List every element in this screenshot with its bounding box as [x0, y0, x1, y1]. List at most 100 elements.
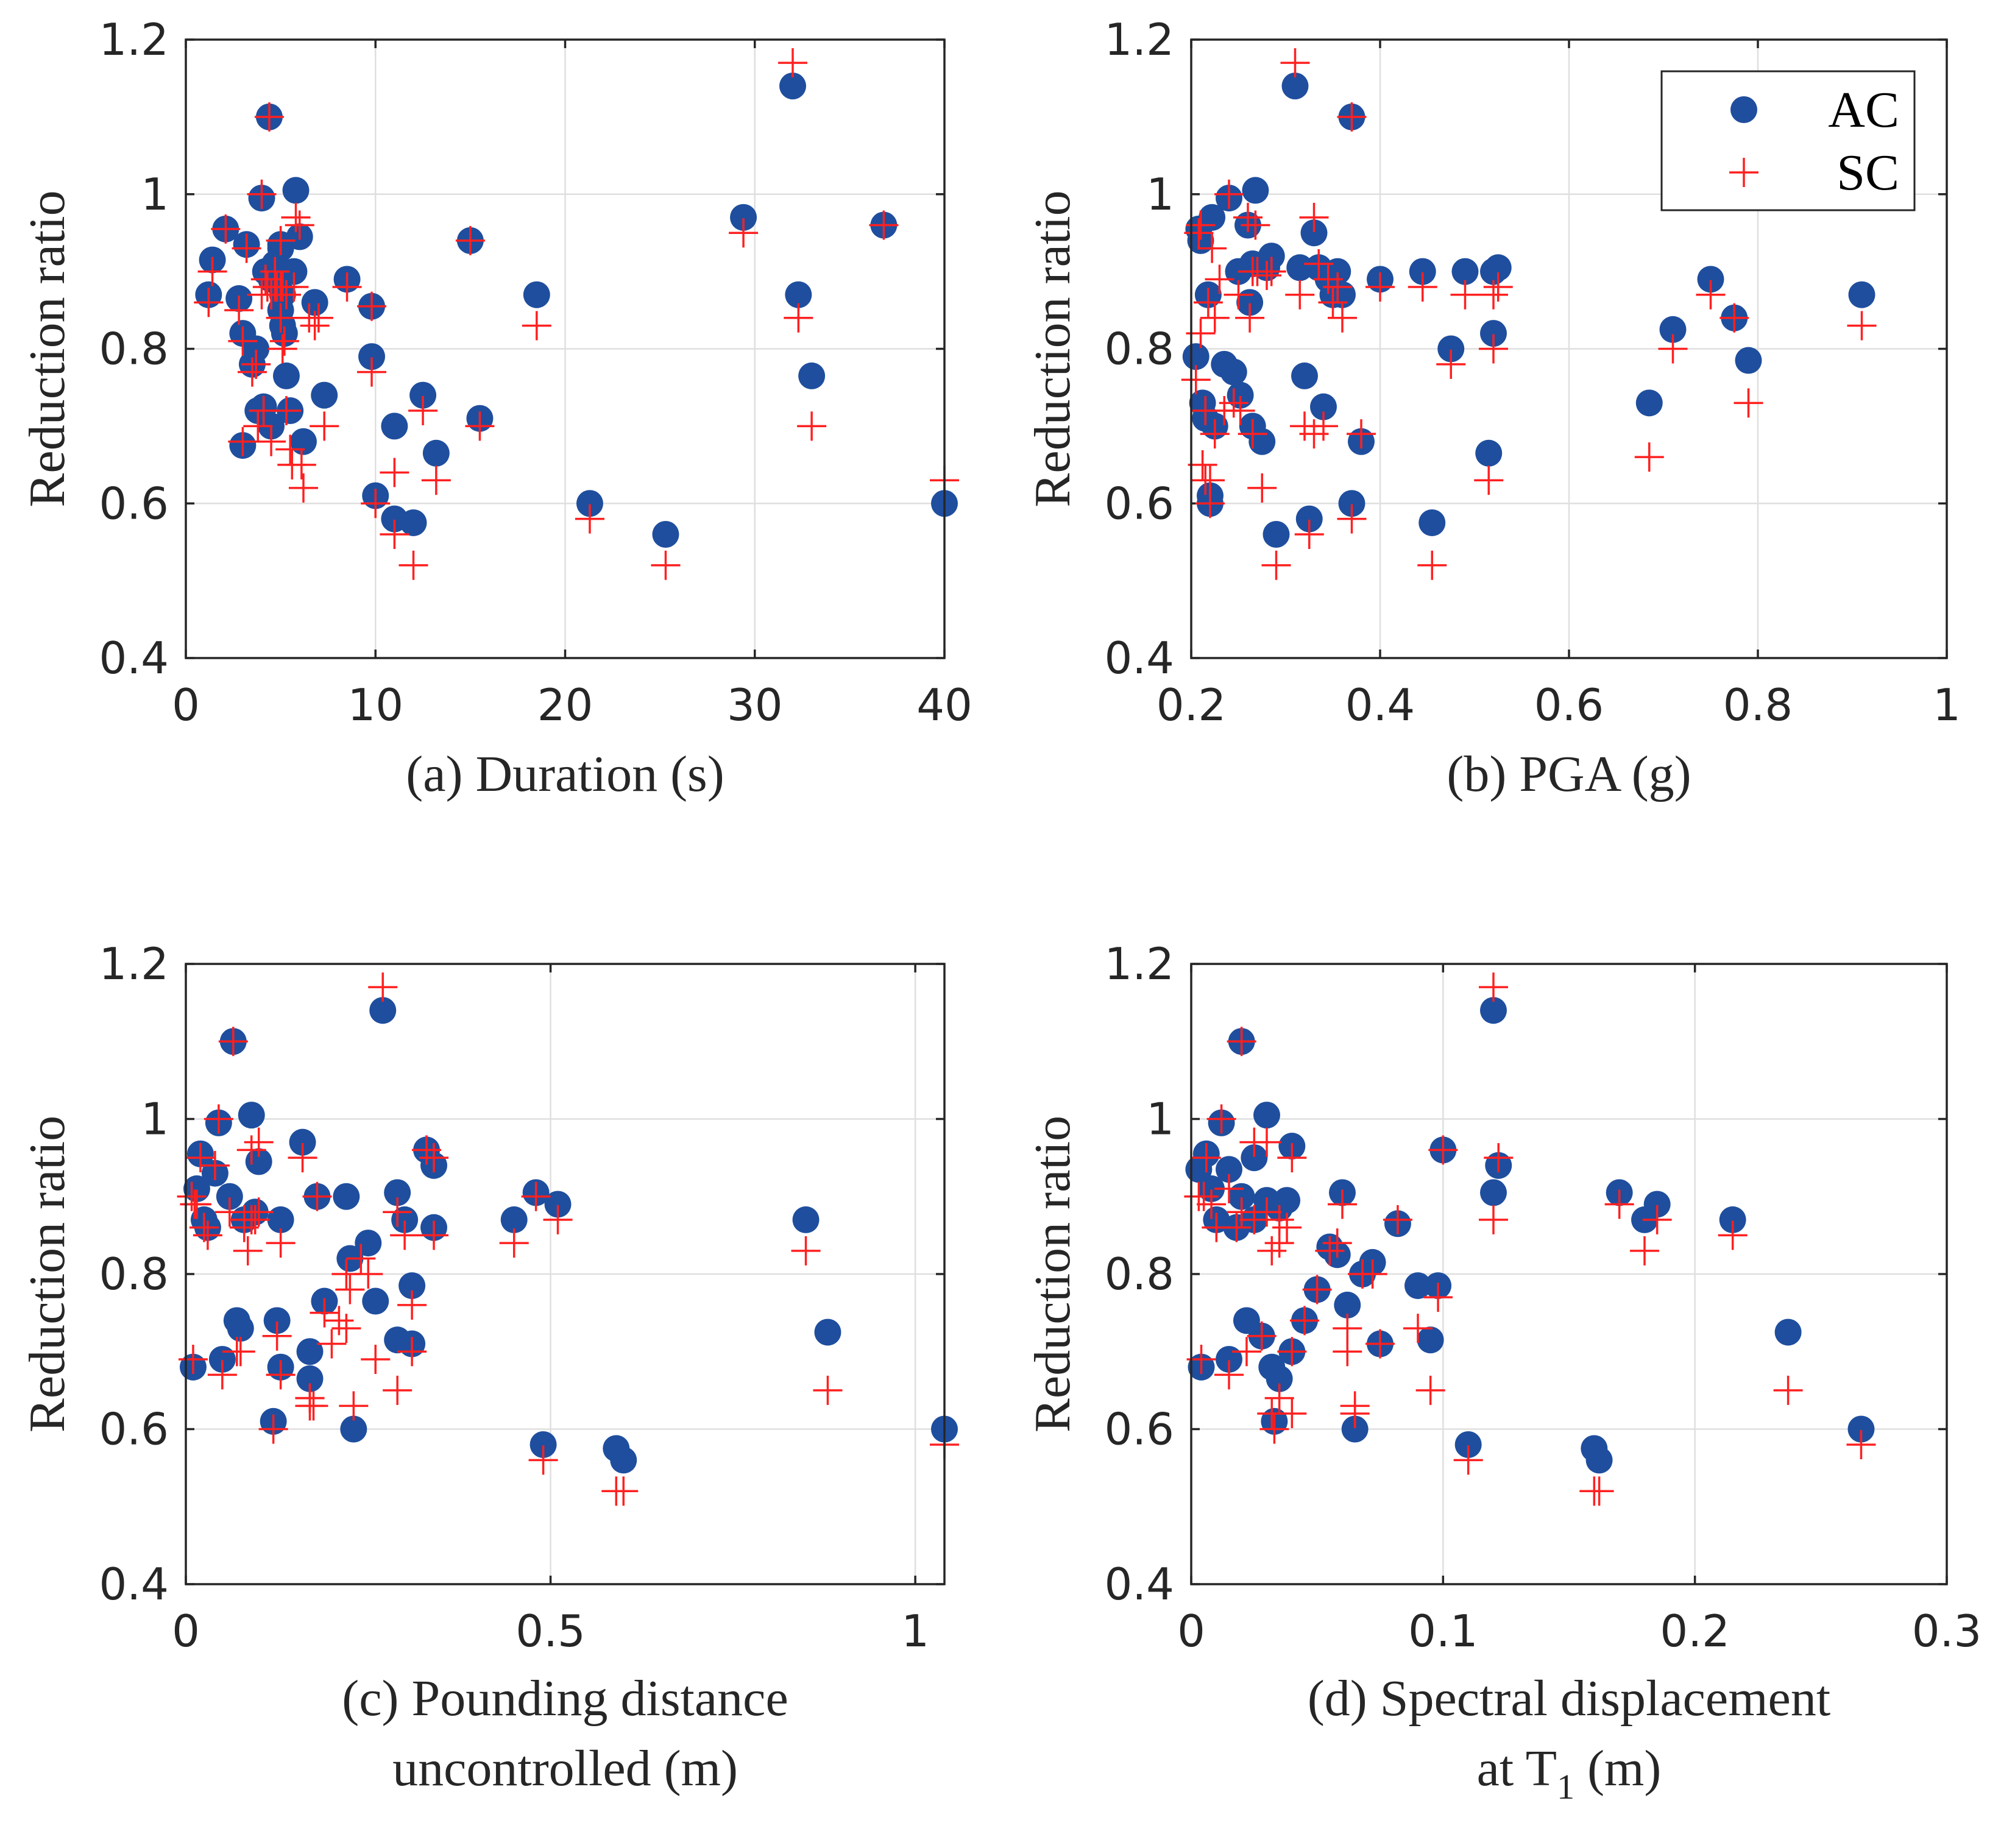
sc-point	[1328, 1189, 1357, 1219]
x-axis-label-line2: uncontrolled (m)	[392, 1740, 738, 1797]
sc-point	[1205, 264, 1234, 294]
sc-point	[1358, 1259, 1387, 1289]
sc-point	[1719, 303, 1749, 333]
sc-point	[1206, 1104, 1236, 1134]
x-tick-label: 0.5	[515, 1605, 586, 1657]
legend-label: AC	[1828, 82, 1899, 138]
ac-point	[1182, 343, 1209, 370]
ac-point	[798, 362, 826, 389]
sc-point	[408, 396, 438, 425]
sc-point	[269, 326, 299, 356]
sc-point	[1423, 1283, 1453, 1312]
legend: AC SC	[1660, 70, 1916, 211]
sc-point	[398, 550, 428, 580]
sc-point	[228, 326, 258, 356]
sc-point	[258, 1414, 288, 1444]
sc-point	[335, 1275, 365, 1305]
sc-point	[1193, 288, 1223, 317]
panel-a-duration: 0.4 0.6 0.8 1 1.2 0 10 20 30 40 Reduction ratio (a)…	[19, 14, 972, 802]
sc-point	[1241, 210, 1270, 240]
sc-point	[236, 1135, 266, 1165]
sc-point	[1277, 1337, 1307, 1367]
ac-point	[267, 1206, 294, 1233]
sc-point	[266, 303, 296, 333]
sc-point	[651, 550, 681, 580]
sc-point	[1453, 1445, 1483, 1475]
sc-point	[1718, 1220, 1748, 1250]
sc-point	[1200, 303, 1230, 333]
ac-point	[652, 521, 679, 548]
sc-point	[247, 179, 277, 209]
x-tick-label: 0.1	[1408, 1605, 1478, 1657]
ac-point	[1451, 258, 1479, 285]
sc-point	[1181, 365, 1211, 395]
sc-point	[331, 1314, 361, 1344]
ac-point	[1417, 1326, 1444, 1354]
ac-point	[1273, 1187, 1301, 1214]
ac-point	[1341, 1415, 1369, 1443]
x-tick-label: 0.2	[1156, 679, 1227, 731]
sc-point	[1340, 1399, 1370, 1429]
sc-point	[266, 1228, 296, 1258]
x-axis-label-subscript: 1	[1557, 1767, 1574, 1807]
sc-point	[236, 1205, 266, 1234]
x-tick-label: 0.2	[1660, 1605, 1730, 1657]
ac-point	[785, 281, 812, 308]
sc-point	[784, 303, 813, 333]
sc-point	[1734, 388, 1763, 418]
x-tick-label: 0.8	[1723, 679, 1793, 731]
sc-point	[729, 218, 759, 248]
sc-point	[522, 311, 551, 341]
sc-point	[1634, 442, 1664, 472]
sc-point	[1483, 272, 1513, 302]
sc-point	[214, 1197, 244, 1227]
sc-point	[1299, 202, 1329, 232]
ac-point	[1334, 1291, 1361, 1319]
sc-point	[1347, 419, 1376, 449]
sc-point	[1238, 419, 1267, 449]
ac-point	[576, 490, 603, 517]
ac-point	[730, 204, 757, 231]
sc-point	[1189, 1181, 1219, 1211]
sc-point	[1214, 179, 1244, 209]
sc-point	[1365, 1329, 1395, 1359]
y-axis-label: Reduction ratio	[1024, 1116, 1081, 1432]
sc-point	[267, 334, 297, 364]
sc-point	[266, 225, 296, 255]
ac-point	[1258, 243, 1285, 270]
sc-point	[254, 102, 284, 132]
sc-point	[271, 280, 301, 310]
sc-point	[288, 473, 318, 503]
sc-point	[317, 1329, 347, 1359]
sc-point	[331, 1259, 361, 1289]
x-axis-label: (d) Spectral displacement	[1308, 1670, 1830, 1727]
sc-point	[1604, 1189, 1634, 1219]
y-tick-label: 0.4	[99, 632, 169, 684]
ac-point	[779, 73, 806, 100]
sc-point	[197, 257, 227, 286]
sc-point	[1280, 48, 1310, 78]
sc-point	[1846, 1429, 1876, 1459]
ac-point	[1286, 254, 1314, 281]
ac-point	[289, 428, 317, 455]
y-tick-label: 0.4	[1104, 632, 1174, 684]
x-tick-label: 0.4	[1345, 679, 1415, 731]
ac-point	[1241, 1144, 1268, 1172]
x-tick-label: 0	[172, 1605, 200, 1657]
sc-point	[194, 288, 224, 317]
ac-point	[1643, 1191, 1671, 1218]
sc-point	[791, 1236, 821, 1266]
sc-point	[1227, 1197, 1256, 1227]
sc-point	[521, 1181, 551, 1211]
ac-point	[814, 1319, 841, 1346]
ac-point	[610, 1446, 637, 1474]
sc-point	[1584, 1476, 1614, 1506]
sc-point	[1642, 1205, 1672, 1234]
ac-point	[1253, 1102, 1280, 1129]
sc-point	[412, 1135, 442, 1165]
sc-point	[218, 1027, 248, 1057]
sc-point	[346, 1244, 376, 1273]
legend-sc-marker	[1729, 158, 1758, 187]
sc-point	[244, 1127, 274, 1157]
sc-point	[1225, 396, 1255, 425]
